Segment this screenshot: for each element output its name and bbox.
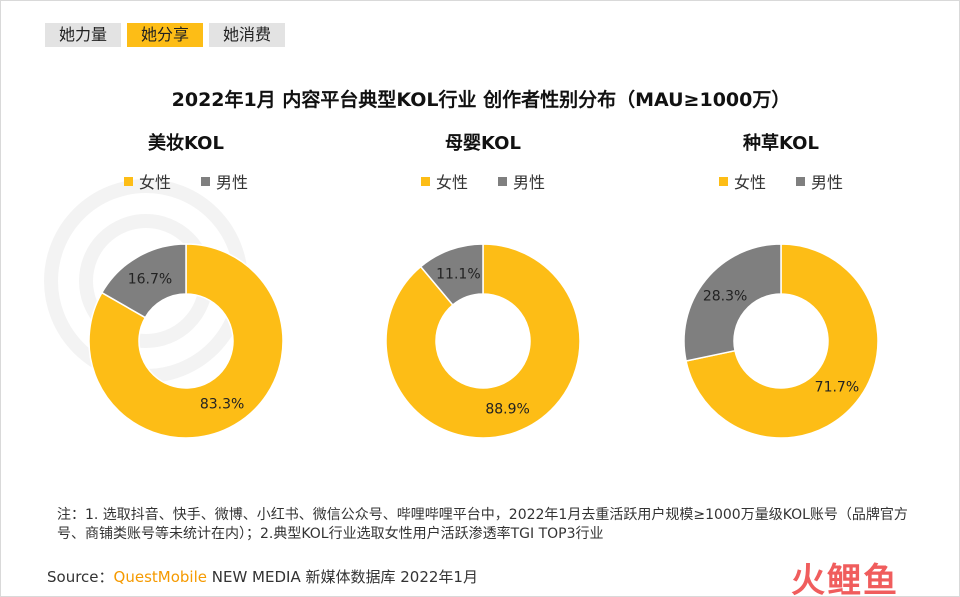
- chart-title-beauty: 美妆KOL: [148, 133, 224, 154]
- legend-label-male: 男性: [811, 173, 844, 192]
- chart-title-maternal: 母婴KOL: [445, 133, 521, 154]
- tab-her-consumption[interactable]: 她消费: [209, 23, 286, 47]
- donut-slice-male: [683, 243, 782, 362]
- tab-her-power[interactable]: 她力量: [45, 23, 122, 47]
- logo: 火鲤鱼: [791, 561, 899, 597]
- legend-swatch-female: [420, 176, 430, 186]
- legend-swatch-male: [498, 176, 507, 186]
- chart-recommend: 种草KOL 女性 男性 71.7% 28.3%: [621, 121, 941, 461]
- legend-swatch-female: [123, 176, 133, 186]
- data-label-male: 11.1%: [436, 266, 480, 282]
- legend-label-male: 男性: [216, 173, 249, 192]
- donut-slice-female: [88, 243, 284, 439]
- donut-recommend: 71.7% 28.3%: [683, 243, 879, 439]
- source-prefix: Source：: [47, 568, 114, 586]
- legend-label-female: 女性: [138, 173, 171, 192]
- source-suffix: NEW MEDIA 新媒体数据库 2022年1月: [206, 568, 478, 586]
- chart-title-recommend: 种草KOL: [743, 133, 819, 154]
- donut-slice-male: [100, 243, 187, 319]
- data-label-female: 88.9%: [485, 402, 529, 418]
- donut-beauty: 83.3% 16.7%: [88, 243, 284, 439]
- data-label-female: 71.7%: [815, 379, 859, 395]
- tab-her-sharing[interactable]: 她分享: [127, 23, 204, 47]
- legend-label-female: 女性: [435, 173, 468, 192]
- legend-recommend: 女性 男性: [621, 169, 941, 193]
- legend-item-female: 女性: [718, 169, 766, 193]
- legend-item-female: 女性: [123, 169, 171, 193]
- legend-item-male: 男性: [201, 169, 248, 193]
- legend-swatch-female: [718, 176, 728, 186]
- legend-label-male: 男性: [513, 173, 546, 192]
- legend-label-female: 女性: [733, 173, 766, 192]
- chart-title: 2022年1月 内容平台典型KOL行业 创作者性别分布（MAU≥1000万）: [171, 89, 791, 111]
- data-label-male: 28.3%: [703, 289, 747, 305]
- donut-slice-female: [685, 243, 879, 439]
- legend-item-male: 男性: [796, 169, 843, 193]
- footnote: 注：1. 选取抖音、快手、微博、小红书、微信公众号、哔哩哔哩平台中，2022年1…: [57, 507, 908, 542]
- source-brand: QuestMobile: [113, 568, 207, 586]
- data-label-male: 16.7%: [128, 272, 172, 288]
- chart-maternal: 母婴KOL 女性 男性 88.9% 11.1%: [323, 121, 643, 461]
- legend-item-female: 女性: [420, 169, 468, 193]
- source-line: Source：QuestMobile NEW MEDIA 新媒体数据库 2022…: [47, 566, 478, 587]
- chart-beauty: 美妆KOL 女性 男性 83.3% 16.7%: [26, 121, 346, 461]
- legend-beauty: 女性 男性: [26, 169, 346, 193]
- legend-swatch-male: [201, 176, 210, 186]
- tab-bar: 她力量 她分享 她消费: [45, 23, 286, 47]
- legend-maternal: 女性 男性: [323, 169, 643, 193]
- donut-slice-female: [385, 243, 581, 439]
- legend-item-male: 男性: [498, 169, 545, 193]
- data-label-female: 83.3%: [200, 396, 244, 412]
- donut-maternal: 88.9% 11.1%: [385, 243, 581, 439]
- donut-slice-male: [419, 243, 484, 307]
- legend-swatch-male: [796, 176, 805, 186]
